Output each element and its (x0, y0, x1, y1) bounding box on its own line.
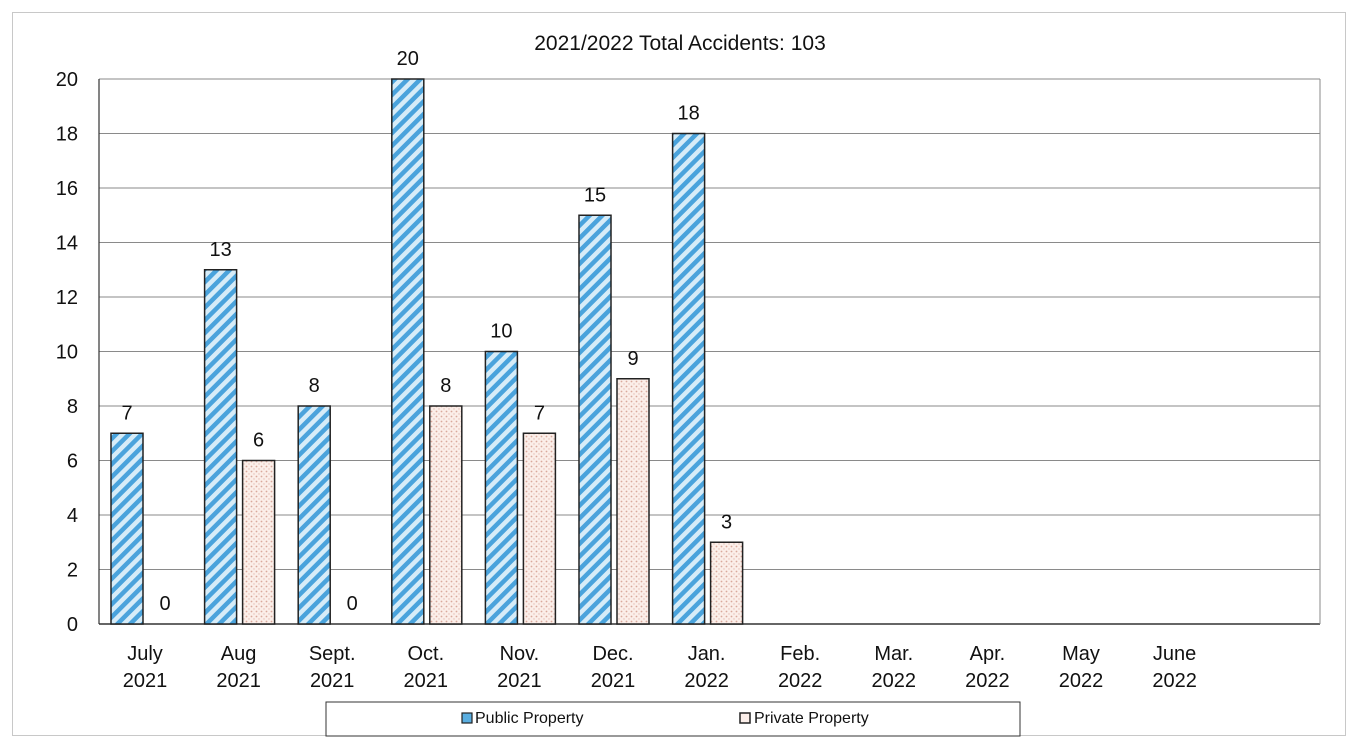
y-tick-label: 8 (67, 396, 78, 418)
data-labels: 7 13 8 20 10 15 18 0 6 0 8 7 9 3 (121, 48, 732, 615)
bar-public-5 (578, 214, 612, 625)
x-tick-label-5: Dec. 2021 (591, 643, 636, 692)
x-tick-label-1: Aug 2021 (216, 643, 261, 692)
x-tick-label-0: July 2021 (123, 643, 168, 692)
x-axis-tick-labels: July 2021 Aug 2021 Sept. 2021 Oct. 2021 Nov. 2021… (123, 643, 1197, 692)
data-label-private-2: 0 (347, 593, 358, 615)
data-label-public-6: 18 (677, 103, 699, 125)
y-tick-label: 0 (67, 614, 78, 636)
data-label-private-1: 6 (253, 430, 264, 452)
bar-public-3 (391, 78, 425, 625)
legend-label-private: Private Property (754, 710, 869, 727)
data-label-public-5: 15 (584, 184, 606, 206)
x-tick-label-7: Feb. 2022 (778, 643, 823, 692)
y-tick-label: 6 (67, 451, 78, 473)
y-tick-label: 12 (56, 287, 78, 309)
data-label-private-6: 3 (721, 511, 732, 533)
legend-swatch-public (461, 712, 473, 724)
x-tick-label-10: May 2022 (1059, 643, 1104, 692)
legend: Public Property Private Property (325, 701, 1021, 737)
chart-title: 2021/2022 Total Accidents: 103 (534, 32, 826, 55)
bar-private-6 (709, 541, 744, 625)
data-label-public-0: 7 (121, 402, 132, 424)
bars (110, 78, 744, 625)
legend-label-public: Public Property (475, 710, 584, 727)
data-label-public-2: 8 (309, 375, 320, 397)
y-tick-label: 16 (56, 178, 78, 200)
bar-private-4 (522, 432, 557, 625)
y-tick-label: 10 (56, 342, 78, 364)
legend-box (325, 701, 1021, 737)
bar-public-0 (110, 432, 144, 625)
data-label-public-3: 20 (397, 48, 419, 70)
y-tick-label: 4 (67, 505, 78, 527)
y-tick-label: 2 (67, 560, 78, 582)
bar-public-1 (203, 269, 238, 625)
y-tick-label: 14 (56, 233, 78, 255)
bar-public-6 (671, 132, 706, 625)
x-tick-label-3: Oct. 2021 (404, 643, 449, 692)
x-tick-label-11: June 2022 (1152, 643, 1197, 692)
legend-swatch-private (739, 712, 751, 724)
data-label-public-1: 13 (209, 239, 231, 261)
x-tick-label-6: Jan. 2022 (684, 643, 729, 692)
x-tick-label-8: Mar. 2022 (872, 643, 917, 692)
x-tick-label-2: Sept. 2021 (309, 643, 356, 692)
bar-private-1 (241, 459, 276, 625)
y-tick-label: 18 (56, 124, 78, 146)
gridlines (98, 78, 1321, 625)
bar-private-5 (616, 378, 650, 625)
x-tick-label-9: Apr. 2022 (965, 643, 1010, 692)
bar-public-2 (297, 405, 331, 625)
data-label-public-4: 10 (490, 321, 512, 343)
data-label-private-0: 0 (159, 593, 170, 615)
bar-public-4 (484, 350, 519, 625)
y-axis-tick-labels: 0 2 4 6 8 10 12 14 16 18 20 (56, 69, 78, 636)
data-label-private-5: 9 (627, 348, 638, 370)
y-tick-label: 20 (56, 69, 78, 91)
data-label-private-3: 8 (440, 375, 451, 397)
data-label-private-4: 7 (534, 402, 545, 424)
bar-private-3 (429, 405, 463, 625)
x-tick-label-4: Nov. 2021 (497, 643, 542, 692)
